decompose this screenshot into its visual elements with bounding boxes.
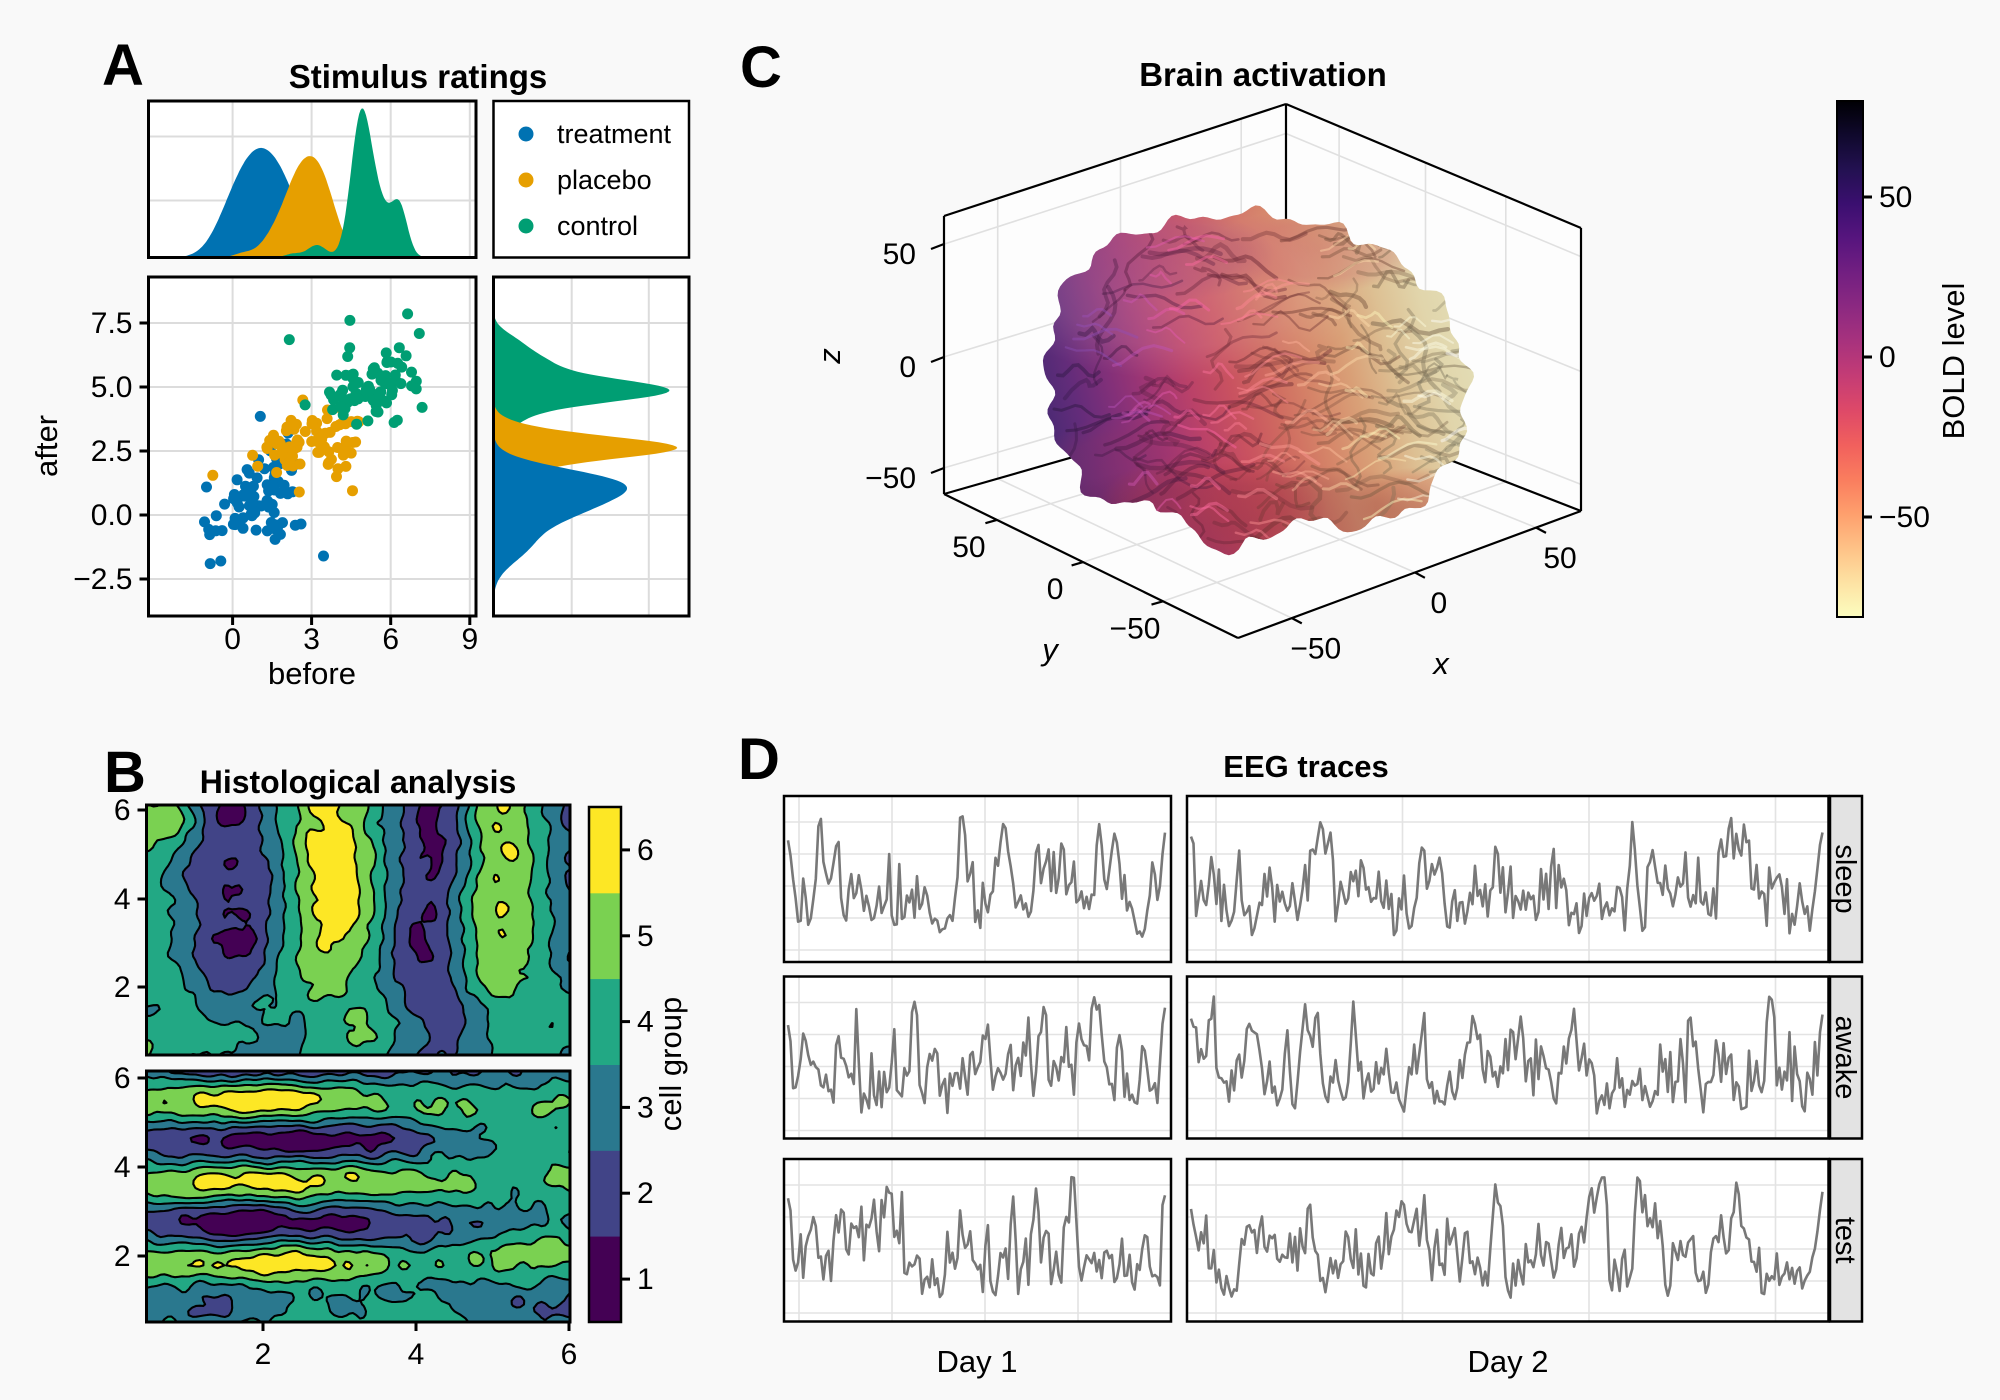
svg-text:−2.5: −2.5 bbox=[73, 563, 132, 596]
svg-text:0: 0 bbox=[899, 351, 916, 384]
svg-text:z: z bbox=[812, 348, 847, 365]
svg-text:placebo: placebo bbox=[557, 165, 652, 195]
svg-text:Histological analysis: Histological analysis bbox=[200, 764, 517, 800]
svg-text:5.0: 5.0 bbox=[91, 371, 133, 404]
svg-text:3: 3 bbox=[303, 623, 320, 656]
svg-text:2: 2 bbox=[114, 971, 131, 1004]
svg-text:C: C bbox=[740, 35, 782, 100]
svg-text:3: 3 bbox=[637, 1091, 654, 1124]
svg-text:Day 2: Day 2 bbox=[1468, 1344, 1549, 1379]
svg-text:2: 2 bbox=[255, 1338, 272, 1371]
svg-text:6: 6 bbox=[382, 623, 399, 656]
svg-text:cell group: cell group bbox=[653, 997, 688, 1131]
svg-text:2: 2 bbox=[637, 1177, 654, 1210]
svg-text:−50: −50 bbox=[1110, 612, 1161, 645]
svg-text:4: 4 bbox=[114, 883, 131, 916]
svg-text:1: 1 bbox=[637, 1263, 654, 1296]
svg-text:6: 6 bbox=[561, 1338, 578, 1371]
svg-text:Stimulus ratings: Stimulus ratings bbox=[289, 58, 548, 95]
svg-text:−50: −50 bbox=[865, 462, 916, 495]
svg-text:after: after bbox=[29, 415, 64, 477]
svg-text:before: before bbox=[268, 656, 356, 691]
svg-text:50: 50 bbox=[1879, 181, 1912, 214]
svg-text:50: 50 bbox=[1543, 542, 1576, 575]
svg-text:0: 0 bbox=[1879, 341, 1896, 374]
svg-text:sleep: sleep bbox=[1829, 844, 1861, 913]
svg-text:4: 4 bbox=[114, 1151, 131, 1184]
svg-text:4: 4 bbox=[408, 1338, 425, 1371]
svg-text:Day 1: Day 1 bbox=[937, 1344, 1018, 1379]
svg-text:50: 50 bbox=[883, 238, 916, 271]
svg-text:Brain activation: Brain activation bbox=[1139, 56, 1387, 93]
svg-text:−50: −50 bbox=[1290, 632, 1341, 665]
svg-text:2.5: 2.5 bbox=[91, 435, 133, 468]
svg-text:50: 50 bbox=[952, 531, 985, 564]
svg-text:6: 6 bbox=[114, 794, 131, 827]
svg-text:0.0: 0.0 bbox=[91, 499, 133, 532]
svg-text:D: D bbox=[738, 727, 780, 792]
svg-text:test: test bbox=[1829, 1217, 1861, 1264]
svg-text:0: 0 bbox=[1047, 573, 1064, 606]
svg-text:5: 5 bbox=[637, 920, 654, 953]
svg-text:0: 0 bbox=[1431, 587, 1448, 620]
svg-text:treatment: treatment bbox=[557, 119, 672, 149]
svg-text:B: B bbox=[104, 740, 146, 805]
svg-text:A: A bbox=[102, 33, 144, 98]
svg-text:−50: −50 bbox=[1879, 501, 1930, 534]
svg-text:y: y bbox=[1040, 632, 1060, 667]
svg-text:x: x bbox=[1431, 646, 1450, 681]
svg-text:7.5: 7.5 bbox=[91, 307, 133, 340]
svg-text:6: 6 bbox=[637, 834, 654, 867]
svg-text:2: 2 bbox=[114, 1240, 131, 1273]
svg-text:0: 0 bbox=[224, 623, 241, 656]
svg-text:EEG traces: EEG traces bbox=[1223, 749, 1388, 784]
svg-text:9: 9 bbox=[461, 623, 478, 656]
svg-text:awake: awake bbox=[1829, 1016, 1861, 1100]
svg-text:BOLD level: BOLD level bbox=[1936, 283, 1971, 440]
svg-text:6: 6 bbox=[114, 1062, 131, 1095]
svg-text:4: 4 bbox=[637, 1006, 654, 1039]
svg-text:control: control bbox=[557, 211, 638, 241]
